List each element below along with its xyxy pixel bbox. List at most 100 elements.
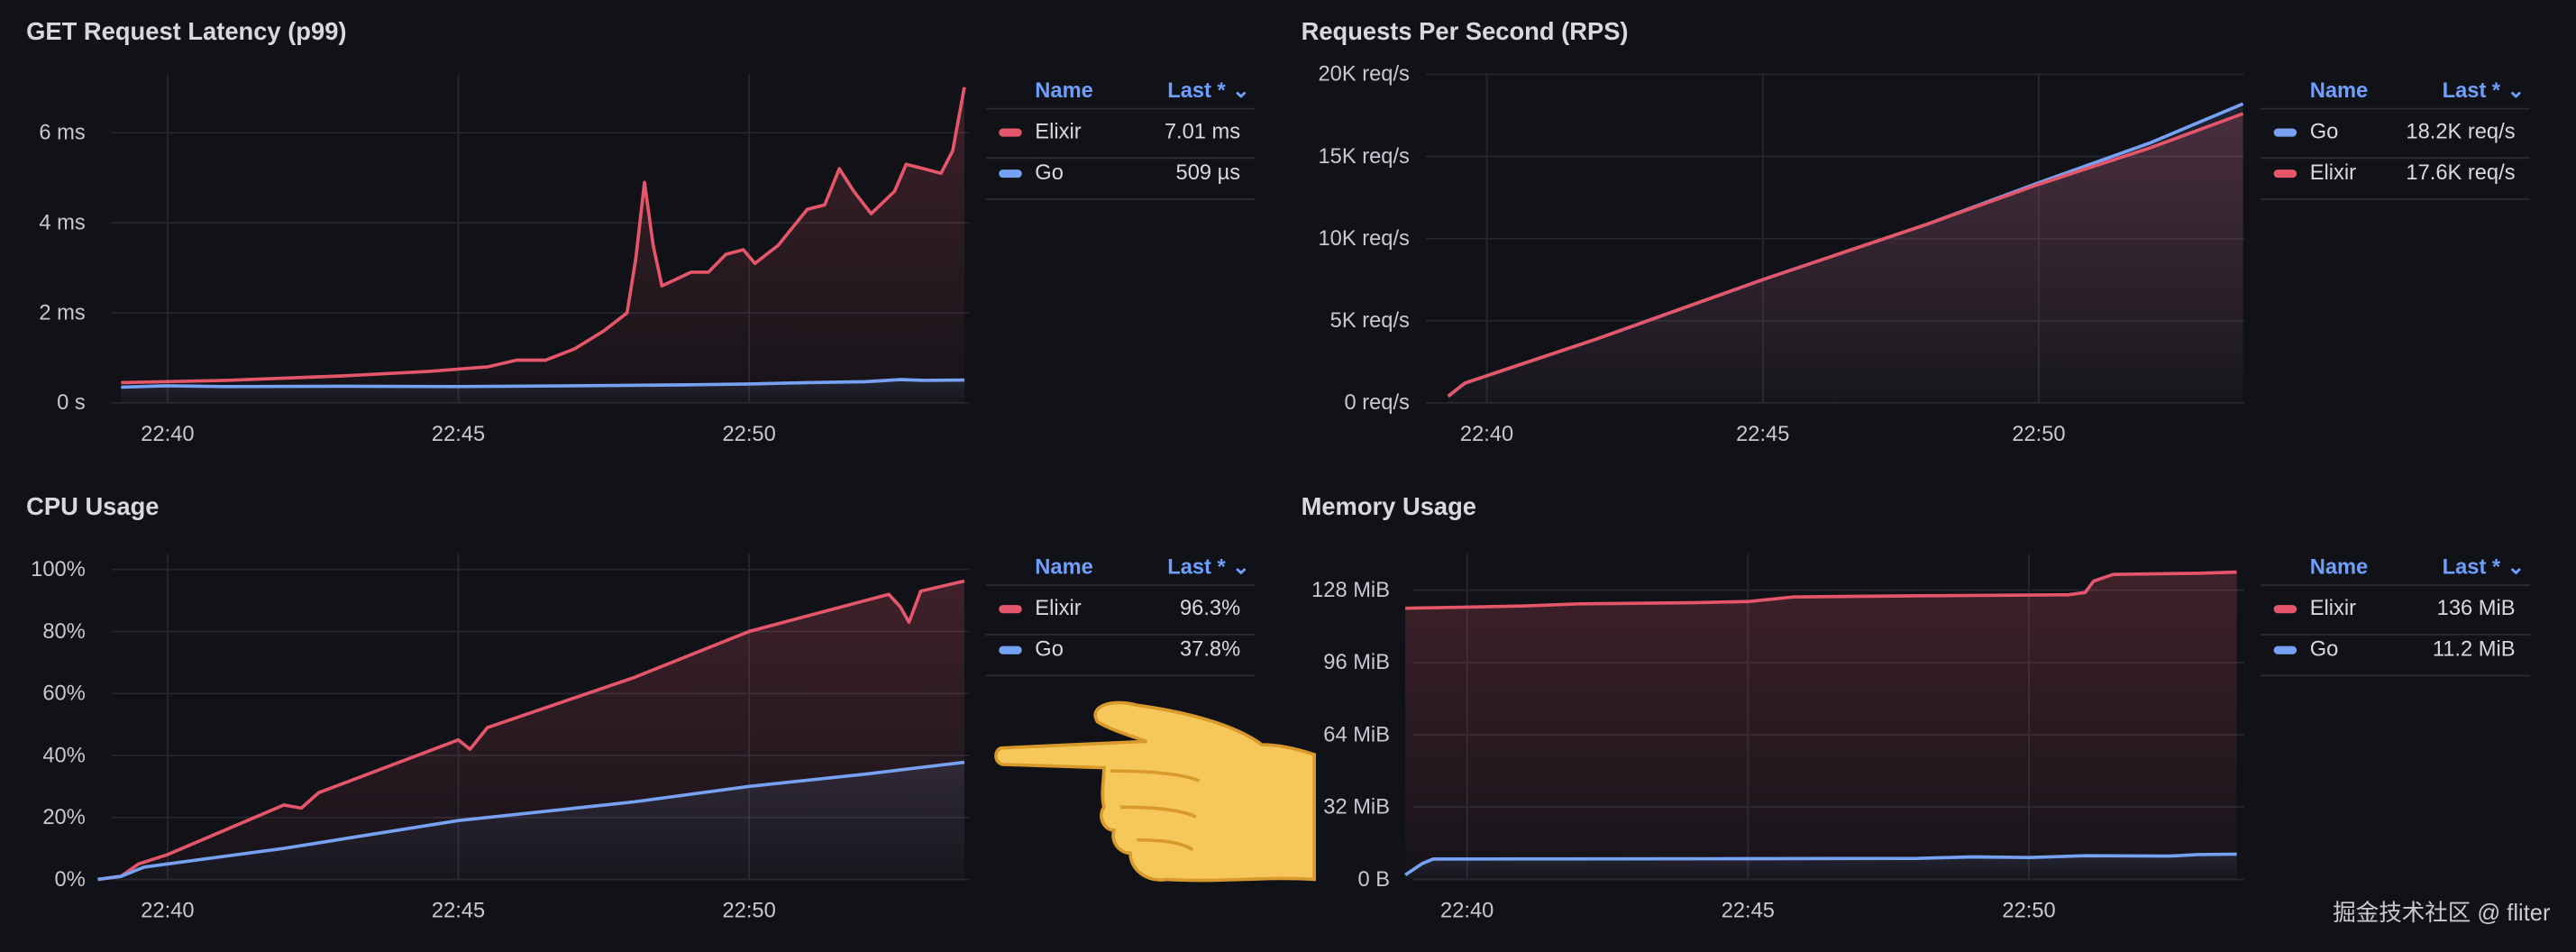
panel-title: Requests Per Second (RPS) — [1302, 17, 1629, 45]
series-line-elixir[interactable] — [121, 87, 966, 385]
legend: Name Last * ⌄ Elixir 7.01 ms Go 509 µs — [985, 79, 1256, 200]
x-tick-label: 22:45 — [432, 423, 485, 446]
legend-series-last: 18.2K req/s — [2406, 120, 2515, 143]
legend-header-name[interactable]: Name — [1035, 555, 1093, 579]
y-tick-label: 6 ms — [39, 122, 85, 145]
y-tick-label: 80% — [42, 620, 85, 644]
panel-title: Memory Usage — [1302, 492, 1476, 520]
series-color-swatch — [999, 645, 1022, 654]
legend-header-name[interactable]: Name — [2310, 79, 2369, 103]
y-tick-label: 4 ms — [39, 211, 85, 234]
series-color-swatch — [2273, 645, 2297, 654]
series-line-elixir[interactable] — [97, 579, 965, 882]
legend-series-last: 136 MiB — [2437, 597, 2516, 620]
legend-series-last: 7.01 ms — [1165, 120, 1240, 143]
y-tick-label: 96 MiB — [1323, 651, 1390, 674]
legend-header-name[interactable]: Name — [2310, 555, 2369, 579]
sort-chevron-icon[interactable]: ⌄ — [2507, 555, 2525, 579]
x-tick-label: 22:45 — [1722, 899, 1775, 922]
y-tick-label: 0% — [55, 868, 86, 892]
legend-header-last[interactable]: Last * — [1167, 555, 1226, 579]
series-area-go — [97, 762, 964, 880]
legend-series-last: 37.8% — [1180, 638, 1240, 662]
sort-chevron-icon[interactable]: ⌄ — [2507, 79, 2525, 103]
x-tick-label: 22:45 — [432, 899, 485, 922]
y-tick-label: 15K req/s — [1318, 145, 1409, 169]
legend: Name Last * ⌄ Elixir 96.3% Go 37.8% — [985, 555, 1256, 677]
series-line-elixir[interactable] — [1447, 112, 2244, 398]
legend-header-last[interactable]: Last * — [2443, 79, 2501, 103]
y-tick-label: 0 s — [57, 391, 86, 415]
series-color-swatch — [999, 605, 1022, 614]
legend-series-last: 509 µs — [1176, 161, 1241, 185]
sort-chevron-icon[interactable]: ⌄ — [1232, 79, 1250, 103]
legend-row[interactable]: Elixir 96.3% — [985, 597, 1256, 636]
pointing-hand-icon — [994, 700, 1316, 883]
legend-series-last: 17.6K req/s — [2406, 161, 2515, 185]
series-color-swatch — [999, 128, 1022, 137]
series-line-go[interactable] — [121, 378, 964, 389]
legend-series-name: Go — [2310, 120, 2339, 143]
x-tick-label: 22:50 — [2012, 423, 2065, 446]
panel-title: CPU Usage — [26, 492, 159, 520]
series-color-swatch — [2273, 605, 2297, 614]
panel-2: CPU Usage 0% 20% 40% 60% 80% 100% 22:40 22:45 22:… — [26, 492, 1256, 922]
series-area-elixir — [1405, 572, 2237, 880]
legend-series-name: Go — [1035, 638, 1064, 662]
legend-header-last[interactable]: Last * — [2443, 555, 2501, 579]
legend-series-name: Go — [1035, 161, 1064, 185]
legend-series-name: Elixir — [2310, 597, 2356, 620]
x-tick-label: 22:40 — [1440, 899, 1494, 922]
y-tick-label: 32 MiB — [1323, 796, 1390, 819]
legend-series-name: Go — [2310, 638, 2339, 662]
series-line-go[interactable] — [1404, 852, 2237, 877]
y-tick-label: 10K req/s — [1318, 227, 1409, 251]
panel-3: Memory Usage 0 B 32 MiB 64 MiB 96 MiB 128 MiB… — [1302, 492, 2530, 922]
legend-series-name: Elixir — [1035, 597, 1081, 620]
y-tick-label: 40% — [42, 744, 85, 767]
legend-header-last[interactable]: Last * — [1167, 79, 1226, 103]
x-tick-label: 22:50 — [723, 423, 776, 446]
series-line-elixir[interactable] — [1405, 570, 2237, 610]
y-tick-label: 20% — [42, 806, 85, 829]
legend-row[interactable]: Go 509 µs — [985, 161, 1256, 200]
y-tick-label: 0 req/s — [1344, 391, 1409, 415]
legend-row[interactable]: Go 11.2 MiB — [2261, 638, 2530, 677]
x-tick-label: 22:50 — [723, 899, 776, 922]
panel-1: Requests Per Second (RPS) 0 req/s 5K req/s… — [1302, 17, 2530, 446]
legend-row[interactable]: Elixir 17.6K req/s — [2261, 161, 2530, 200]
panel-title: GET Request Latency (p99) — [26, 17, 346, 45]
legend-row[interactable]: Elixir 7.01 ms — [985, 120, 1256, 160]
y-tick-label: 60% — [42, 682, 85, 706]
legend: Name Last * ⌄ Go 18.2K req/s Elixir 17.6K req/… — [2261, 79, 2530, 200]
sort-chevron-icon[interactable]: ⌄ — [1232, 555, 1250, 579]
legend-row[interactable]: Go 18.2K req/s — [2261, 120, 2530, 160]
y-tick-label: 100% — [31, 558, 86, 581]
legend-row[interactable]: Elixir 136 MiB — [2261, 597, 2530, 636]
x-tick-label: 22:40 — [141, 899, 194, 922]
series-area-elixir — [121, 87, 964, 403]
series-color-swatch — [2273, 169, 2297, 178]
y-tick-label: 64 MiB — [1323, 723, 1390, 746]
series-area-elixir — [1448, 114, 2243, 403]
legend-series-last: 96.3% — [1180, 597, 1240, 620]
y-tick-label: 128 MiB — [1311, 579, 1390, 602]
y-tick-label: 5K req/s — [1330, 309, 1410, 333]
legend-row[interactable]: Go 37.8% — [985, 638, 1256, 677]
y-tick-label: 20K req/s — [1318, 63, 1409, 87]
y-tick-label: 0 B — [1357, 868, 1390, 892]
legend-series-name: Elixir — [1035, 120, 1081, 143]
x-tick-label: 22:40 — [1460, 423, 1513, 446]
legend: Name Last * ⌄ Elixir 136 MiB Go 11.2 MiB — [2261, 555, 2530, 677]
legend-header-name[interactable]: Name — [1035, 79, 1093, 103]
series-line-go[interactable] — [97, 760, 965, 882]
series-color-swatch — [2273, 128, 2297, 137]
watermark: 掘金技术社区 @ fliter — [2333, 901, 2551, 926]
legend-series-name: Elixir — [2310, 161, 2356, 185]
legend-series-last: 11.2 MiB — [2433, 638, 2516, 662]
panel-0: GET Request Latency (p99) 0 s 2 ms 4 ms 6 ms… — [26, 17, 1256, 446]
y-tick-label: 2 ms — [39, 301, 85, 325]
x-tick-label: 22:50 — [2002, 899, 2055, 922]
x-tick-label: 22:45 — [1736, 423, 1789, 446]
